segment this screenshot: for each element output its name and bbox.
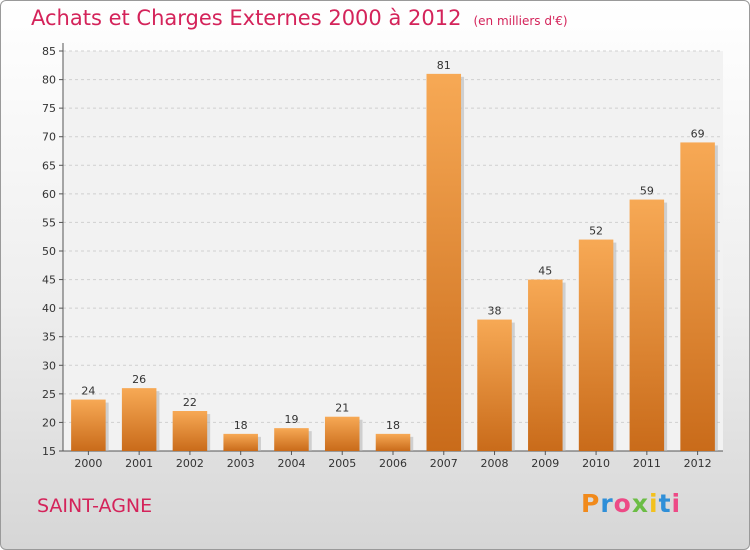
logo-letter: i [649, 489, 659, 518]
x-tick-label: 2005 [328, 457, 356, 470]
bar [477, 319, 512, 451]
data-label: 38 [488, 305, 502, 318]
chart-title: Achats et Charges Externes 2000 à 2012 (e… [31, 6, 568, 30]
y-tick-label: 40 [42, 302, 56, 315]
y-tick-label: 35 [42, 331, 56, 344]
bar [680, 142, 715, 451]
bars [71, 73, 718, 451]
logo-letter: P [581, 489, 601, 518]
bar [528, 279, 563, 451]
x-tick-label: 2003 [227, 457, 255, 470]
logo-letter: r [600, 489, 614, 518]
x-tick-label: 2004 [277, 457, 305, 470]
bar [324, 416, 360, 451]
x-tick-label: 2000 [74, 457, 102, 470]
logo-letter: o [613, 489, 632, 518]
data-label: 81 [437, 59, 451, 72]
data-label: 59 [640, 185, 654, 198]
bar [274, 428, 309, 451]
bar [375, 433, 411, 451]
y-tick-label: 45 [42, 274, 56, 287]
x-tick-label: 2011 [633, 457, 661, 470]
x-tick-label: 2007 [430, 457, 458, 470]
y-tick-label: 55 [42, 216, 56, 229]
logo-letter: i [671, 489, 682, 518]
data-label: 45 [538, 265, 552, 278]
y-tick-label: 80 [42, 74, 56, 87]
logo-letter: x [631, 489, 649, 518]
grid-lines [63, 50, 723, 452]
y-tick-label: 15 [42, 445, 56, 458]
y-tick-label: 50 [42, 245, 56, 258]
data-label: 18 [234, 419, 248, 432]
data-label: 22 [183, 396, 197, 409]
y-tick-label: 20 [42, 416, 56, 429]
x-tick-label: 2001 [125, 457, 153, 470]
y-tick-label: 25 [42, 388, 56, 401]
x-tick-label: 2006 [379, 457, 407, 470]
data-label: 69 [691, 127, 705, 140]
data-label: 21 [335, 402, 349, 415]
y-tick-label: 30 [42, 359, 56, 372]
data-label: 18 [386, 419, 400, 432]
bar [121, 388, 157, 451]
y-tick-label: 75 [42, 102, 56, 115]
logo-letter: t [658, 489, 672, 518]
data-label: 26 [132, 373, 146, 386]
bar [426, 73, 462, 451]
data-label: 52 [589, 225, 603, 238]
x-tick-label: 2008 [481, 457, 509, 470]
chart-subtitle: (en milliers d'€) [473, 14, 568, 28]
y-tick-label: 70 [42, 131, 56, 144]
bar [223, 433, 258, 451]
bar [71, 399, 106, 451]
y-tick-label: 85 [42, 45, 56, 58]
data-label: 19 [284, 413, 298, 426]
bar [578, 239, 614, 451]
y-tick-label: 60 [42, 188, 56, 201]
place-name: SAINT-AGNE [37, 495, 153, 517]
data-label: 24 [81, 385, 95, 398]
bar [172, 411, 208, 451]
bar [629, 199, 665, 451]
y-tick-label: 65 [42, 159, 56, 172]
proxiti-logo: Proxiti [581, 489, 681, 518]
chart-title-text: Achats et Charges Externes 2000 à 2012 [31, 6, 462, 30]
x-tick-label: 2009 [531, 457, 559, 470]
x-tick-label: 2010 [582, 457, 610, 470]
x-tick-label: 2012 [684, 457, 712, 470]
x-tick-label: 2002 [176, 457, 204, 470]
labels: 15 20 25 30 35 40 45 50 55 60 65 70 75 80 85 24 2000 26 20… [42, 45, 712, 470]
